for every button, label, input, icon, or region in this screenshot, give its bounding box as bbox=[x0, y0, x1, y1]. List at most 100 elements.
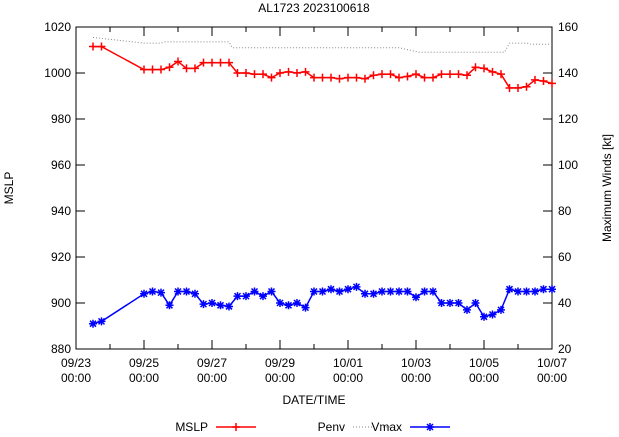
x-tick-label: 10/01 bbox=[333, 356, 363, 370]
vmax-point bbox=[352, 282, 361, 291]
legend-label-mslp: MSLP bbox=[175, 420, 208, 432]
vmax-point bbox=[276, 299, 284, 307]
vmax-point bbox=[386, 287, 395, 296]
mslp-point bbox=[420, 73, 429, 82]
mslp-line bbox=[93, 45, 553, 89]
x-tick-label: 09/27 bbox=[197, 356, 227, 370]
vmax-point bbox=[310, 287, 318, 296]
y2-tick-label: 140 bbox=[558, 66, 578, 80]
series-mslp bbox=[89, 42, 556, 92]
y-tick-label: 940 bbox=[51, 204, 71, 218]
mslp-point bbox=[369, 71, 378, 80]
mslp-point bbox=[89, 42, 97, 51]
legend-marker-mslp bbox=[232, 423, 240, 431]
vmax-point bbox=[497, 305, 505, 314]
mslp-point bbox=[310, 73, 318, 82]
mslp-point bbox=[505, 83, 514, 92]
mslp-point bbox=[284, 67, 293, 76]
vmax-point bbox=[97, 317, 106, 326]
mslp-point bbox=[412, 70, 420, 79]
vmax-point bbox=[335, 287, 344, 296]
x-tick-label: 00:00 bbox=[469, 371, 499, 385]
mslp-point bbox=[259, 70, 267, 79]
vmax-point bbox=[420, 287, 429, 296]
x-tick-label: 10/07 bbox=[537, 356, 567, 370]
vmax-point bbox=[437, 299, 446, 307]
vmax-point bbox=[250, 287, 259, 296]
vmax-point bbox=[327, 285, 335, 294]
mslp-point bbox=[548, 79, 556, 88]
vmax-point bbox=[157, 288, 165, 297]
mslp-point bbox=[250, 70, 259, 79]
vmax-point bbox=[463, 305, 471, 314]
y-tick-label: 980 bbox=[51, 112, 71, 126]
y2-tick-label: 80 bbox=[558, 204, 572, 218]
x-tick-label: 00:00 bbox=[537, 371, 567, 385]
y2-tick-label: 20 bbox=[558, 342, 572, 356]
vmax-point bbox=[539, 285, 548, 294]
vmax-point bbox=[403, 287, 412, 296]
mslp-point bbox=[522, 82, 531, 91]
vmax-point bbox=[233, 292, 242, 301]
vmax-point bbox=[267, 287, 276, 296]
mslp-point bbox=[318, 73, 327, 82]
vmax-point bbox=[293, 299, 301, 307]
mslp-point bbox=[378, 70, 386, 79]
mslp-point bbox=[429, 73, 437, 82]
x-tick-label: 00:00 bbox=[265, 371, 295, 385]
mslp-point bbox=[539, 77, 548, 86]
vmax-point bbox=[361, 289, 369, 298]
vmax-point bbox=[165, 301, 174, 310]
mslp-point bbox=[148, 65, 157, 74]
mslp-point bbox=[191, 64, 199, 73]
vmax-point bbox=[369, 289, 378, 298]
vmax-point bbox=[89, 319, 97, 328]
vmax-point bbox=[471, 299, 480, 307]
vmax-point bbox=[174, 287, 182, 296]
x-tick-label: 09/29 bbox=[265, 356, 295, 370]
vmax-point bbox=[199, 300, 208, 309]
y2-tick-label: 40 bbox=[558, 296, 572, 310]
y2-tick-label: 60 bbox=[558, 250, 572, 264]
mslp-point bbox=[352, 73, 361, 82]
vmax-point bbox=[446, 299, 454, 307]
mslp-point bbox=[140, 65, 148, 74]
mslp-point bbox=[327, 73, 335, 82]
y-tick-label: 880 bbox=[51, 342, 71, 356]
penv-line bbox=[92, 36, 552, 53]
x-axis-label: DATE/TIME bbox=[282, 393, 345, 407]
vmax-point bbox=[182, 287, 191, 296]
vmax-point bbox=[344, 285, 352, 294]
mslp-point bbox=[267, 73, 276, 82]
vmax-point bbox=[216, 301, 225, 310]
mslp-point bbox=[182, 64, 191, 73]
mslp-point bbox=[233, 69, 242, 77]
vmax-point bbox=[522, 287, 531, 296]
mslp-point bbox=[293, 69, 301, 77]
mslp-point bbox=[361, 74, 369, 83]
series-vmax bbox=[89, 282, 556, 328]
legend-label-vmax: Vmax bbox=[371, 420, 402, 432]
mslp-point bbox=[531, 75, 539, 84]
y-axis-label: MSLP bbox=[2, 172, 16, 205]
x-tick-label: 00:00 bbox=[129, 371, 159, 385]
mslp-point bbox=[225, 58, 233, 67]
x-tick-label: 00:00 bbox=[197, 371, 227, 385]
mslp-point bbox=[395, 73, 403, 82]
vmax-point bbox=[242, 292, 250, 301]
legend: MSLP Penv Vmax bbox=[175, 420, 450, 434]
mslp-point bbox=[403, 72, 412, 81]
vmax-point bbox=[505, 285, 514, 294]
legend-marker-vmax bbox=[426, 423, 434, 431]
vmax-point bbox=[548, 285, 556, 294]
mslp-point bbox=[276, 69, 284, 77]
vmax-point bbox=[225, 302, 233, 311]
y2-tick-label: 100 bbox=[558, 158, 578, 172]
mslp-point bbox=[216, 58, 225, 67]
mslp-point bbox=[301, 67, 310, 76]
y-tick-label: 920 bbox=[51, 250, 71, 264]
mslp-point bbox=[463, 71, 471, 80]
x-tick-label: 00:00 bbox=[61, 371, 91, 385]
mslp-point bbox=[480, 64, 488, 73]
x-tick-label: 00:00 bbox=[333, 371, 363, 385]
